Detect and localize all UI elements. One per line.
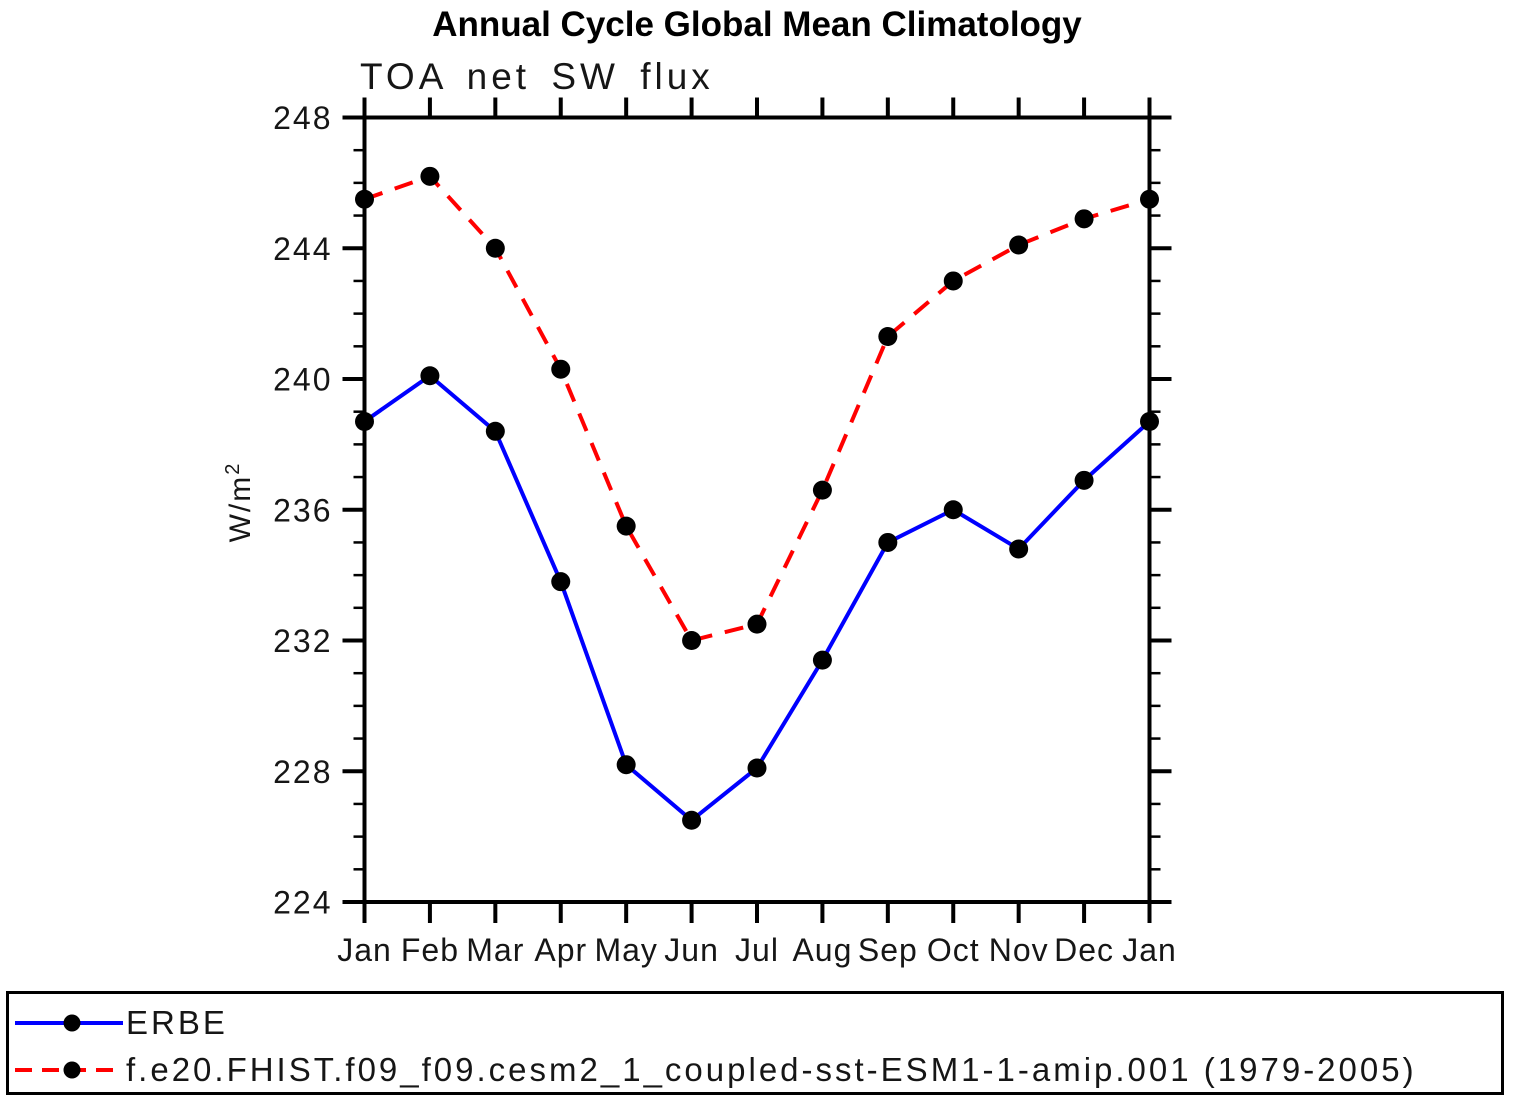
y-tick-label: 232 bbox=[273, 623, 332, 659]
x-tick-label: Sep bbox=[858, 932, 918, 968]
legend-swatch-solid-line bbox=[15, 1014, 123, 1032]
legend-label-erbe: ERBE bbox=[126, 1004, 228, 1041]
y-tick-label: 236 bbox=[273, 492, 332, 528]
erbe-data-point-marker bbox=[485, 421, 505, 441]
plot-border bbox=[362, 115, 1152, 904]
model-data-point-marker bbox=[1074, 209, 1094, 229]
erbe-data-point-marker bbox=[812, 650, 832, 670]
y-tick-label: 224 bbox=[273, 885, 332, 921]
model-data-point-marker bbox=[485, 238, 505, 258]
model-data-point-marker bbox=[878, 327, 898, 347]
erbe-data-point-marker bbox=[1140, 411, 1159, 431]
model-data-point-marker bbox=[943, 271, 963, 291]
chart-subtitle: TOA net SW flux bbox=[360, 56, 714, 97]
x-tick-label: Jan bbox=[337, 932, 392, 968]
erbe-line bbox=[363, 373, 1151, 823]
legend-entry-model: f.e20.FHIST.f09_f09.cesm2_1_coupled-sst-… bbox=[12, 1053, 1417, 1087]
legend-box: ERBE f.e20.FHIST.f09_f09.cesm2_1_coupled… bbox=[6, 991, 1504, 1095]
x-tick-label: Apr bbox=[534, 932, 587, 968]
y-tick-label: 240 bbox=[273, 362, 332, 398]
model-data-point-marker bbox=[1009, 235, 1029, 255]
x-tick-label: Feb bbox=[401, 932, 459, 968]
erbe-data-point-marker bbox=[682, 810, 702, 830]
x-tick-label: Jun bbox=[664, 932, 719, 968]
erbe-data-point-marker bbox=[878, 532, 898, 552]
legend-entry-erbe: ERBE bbox=[12, 1006, 228, 1040]
x-tick-label: Nov bbox=[989, 932, 1049, 968]
x-tick-label: Jul bbox=[735, 932, 779, 968]
erbe-data-point-marker bbox=[1009, 539, 1029, 559]
legend-swatch-dashed-line bbox=[15, 1061, 123, 1079]
y-tick-label: 248 bbox=[273, 100, 332, 136]
x-tick-label: Mar bbox=[466, 932, 524, 968]
model-data-point-marker bbox=[747, 614, 767, 634]
model-line bbox=[363, 174, 1151, 643]
chart-title: Annual Cycle Global Mean Climatology bbox=[432, 5, 1082, 44]
y-tick-label: 244 bbox=[273, 231, 332, 267]
erbe-data-point-marker bbox=[355, 411, 374, 431]
model-data-point-marker bbox=[682, 631, 702, 650]
erbe-data-point-marker bbox=[943, 500, 963, 520]
x-tick-label: Oct bbox=[927, 932, 980, 968]
legend-marker-model bbox=[63, 1061, 81, 1079]
model-data-point-marker bbox=[551, 359, 571, 379]
legend-marker-erbe bbox=[63, 1014, 81, 1032]
model-data-point-marker bbox=[812, 480, 832, 500]
erbe-data-point-marker bbox=[551, 572, 571, 592]
x-tick-label: Jan bbox=[1122, 932, 1177, 968]
x-tick-label: Aug bbox=[792, 932, 852, 968]
legend-label-model: f.e20.FHIST.f09_f09.cesm2_1_coupled-sst-… bbox=[126, 1051, 1417, 1088]
model-data-point-marker bbox=[420, 166, 440, 186]
erbe-data-point-marker bbox=[747, 758, 767, 778]
model-data-point-marker bbox=[616, 516, 636, 536]
erbe-data-point-marker bbox=[420, 366, 440, 386]
x-tick-label: May bbox=[594, 932, 657, 968]
model-data-point-marker bbox=[355, 189, 374, 209]
model-data-point-marker bbox=[1140, 189, 1159, 209]
y-tick-label: 228 bbox=[273, 754, 332, 790]
erbe-data-point-marker bbox=[1074, 470, 1094, 490]
erbe-data-point-marker bbox=[616, 755, 636, 775]
x-tick-label: Dec bbox=[1054, 932, 1114, 968]
